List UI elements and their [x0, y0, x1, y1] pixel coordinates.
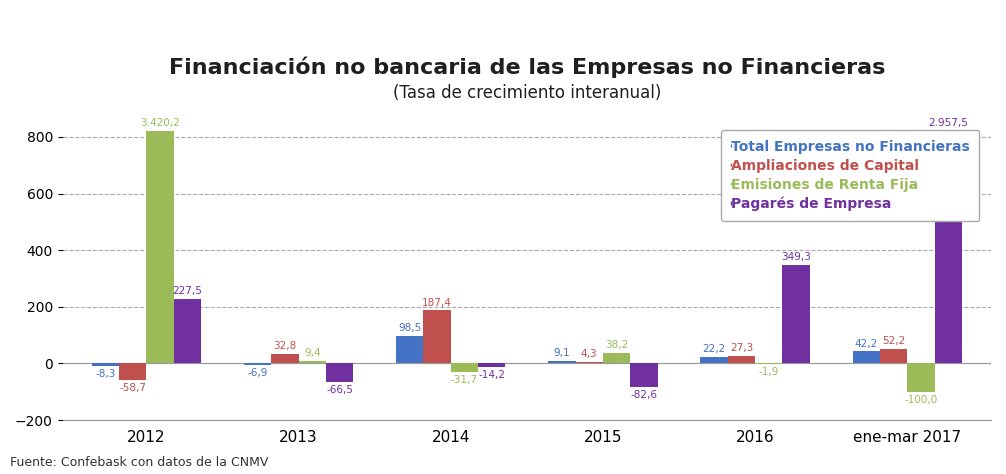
Text: -66,5: -66,5	[326, 385, 353, 395]
Bar	[548, 361, 575, 364]
Text: 38,2: 38,2	[605, 340, 628, 350]
Text: (Tasa de crecimiento interanual): (Tasa de crecimiento interanual)	[392, 84, 661, 102]
Text: 27,3: 27,3	[729, 343, 753, 353]
Bar	[935, 131, 962, 364]
Bar	[119, 364, 146, 380]
Text: 9,1: 9,1	[553, 348, 570, 358]
Text: 349,3: 349,3	[782, 252, 811, 262]
Text: -6,9: -6,9	[247, 368, 268, 378]
Bar	[852, 352, 880, 364]
Text: 227,5: 227,5	[172, 286, 202, 296]
Bar	[271, 354, 299, 364]
Bar	[478, 364, 505, 367]
Text: Financiación no bancaria de las Empresas no Financieras: Financiación no bancaria de las Empresas…	[169, 56, 885, 78]
Text: 3.420,2: 3.420,2	[140, 118, 180, 128]
Bar	[174, 299, 201, 364]
Text: -31,7: -31,7	[451, 375, 478, 385]
Bar	[326, 364, 353, 382]
Text: 4,3: 4,3	[580, 349, 598, 359]
Text: 32,8: 32,8	[274, 341, 297, 351]
Text: Fuente: Confebask con datos de la CNMV: Fuente: Confebask con datos de la CNMV	[10, 456, 269, 469]
Text: -82,6: -82,6	[631, 390, 658, 400]
Text: 9,4: 9,4	[304, 348, 321, 358]
Bar	[451, 364, 478, 373]
Text: -58,7: -58,7	[119, 383, 146, 393]
Text: -100,0: -100,0	[904, 394, 938, 405]
Bar	[700, 357, 727, 364]
Text: 52,2: 52,2	[882, 336, 905, 346]
Bar	[146, 131, 174, 364]
Bar	[880, 349, 907, 364]
Bar	[603, 353, 631, 364]
Bar	[783, 264, 810, 364]
Text: -1,9: -1,9	[759, 367, 779, 377]
Bar	[727, 356, 756, 364]
Text: -8,3: -8,3	[95, 369, 116, 379]
Bar	[396, 336, 424, 364]
Text: -14,2: -14,2	[478, 370, 505, 380]
Legend: Total Empresas no Financieras, Ampliaciones de Capital, Emisiones de Renta Fija,: Total Empresas no Financieras, Ampliacio…	[721, 130, 980, 221]
Bar	[299, 361, 326, 364]
Bar	[575, 362, 603, 364]
Text: 2.957,5: 2.957,5	[929, 118, 969, 128]
Text: 187,4: 187,4	[423, 298, 452, 308]
Text: 42,2: 42,2	[854, 338, 878, 349]
Text: 98,5: 98,5	[398, 323, 422, 333]
Bar	[907, 364, 935, 392]
Bar	[424, 310, 451, 364]
Bar	[92, 364, 119, 366]
Bar	[631, 364, 658, 387]
Text: 22,2: 22,2	[702, 344, 725, 355]
Bar	[243, 364, 271, 365]
